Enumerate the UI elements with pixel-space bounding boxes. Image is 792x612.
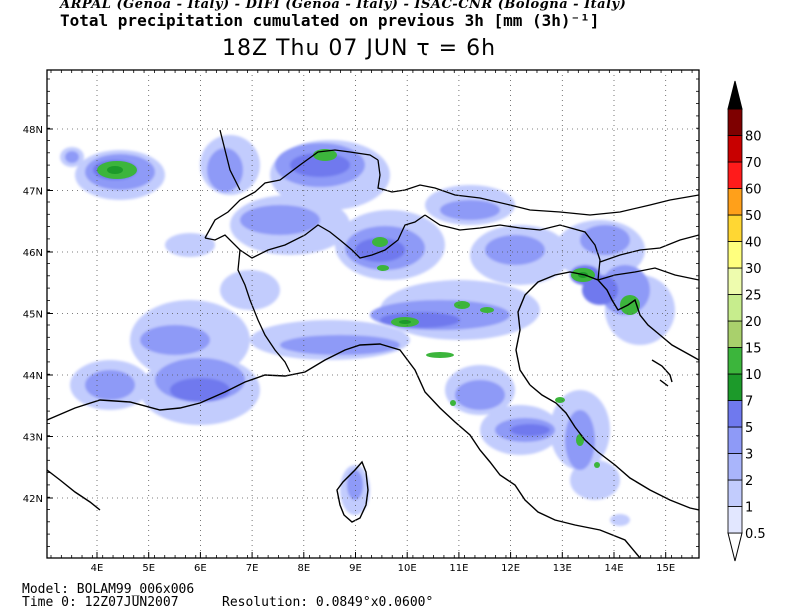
lat-tick-label: 47N <box>23 187 43 198</box>
resolution-label: Resolution: 0.0849°x0.0600° <box>222 595 434 610</box>
colorbar-label: 25 <box>745 289 762 304</box>
colorbar-segment <box>727 267 743 295</box>
colorbar-label: 5 <box>745 421 753 436</box>
lon-tick-label: 8E <box>297 563 310 574</box>
colorbar-segment <box>727 241 743 269</box>
colorbar-label: 70 <box>745 156 762 171</box>
valid-time-title: 18Z Thu 07 JUN τ = 6h <box>222 36 497 61</box>
lon-tick-label: 6E <box>194 563 207 574</box>
colorbar-label: 60 <box>745 183 762 198</box>
lon-tick-label: 12E <box>501 563 520 574</box>
colorbar-label: 15 <box>745 342 762 357</box>
latitude-axis: 48N 47N 46N 45N 44N 43N 42N <box>23 78 699 547</box>
lat-lon-grid <box>47 70 699 558</box>
lon-tick-label: 10E <box>398 563 417 574</box>
colorbar-label: 3 <box>745 448 753 463</box>
lon-tick-label: 4E <box>91 563 104 574</box>
colorbar-label: 30 <box>745 262 762 277</box>
colorbar-segment <box>727 294 743 322</box>
colorbar-label: 2 <box>745 474 753 489</box>
lon-tick-label: 14E <box>604 563 623 574</box>
field-title: Total precipitation cumulated on previou… <box>60 11 600 30</box>
colorbar-label: 40 <box>745 236 762 251</box>
colorbar-segment <box>727 506 743 534</box>
colorbar-segment <box>727 214 743 242</box>
colorbar-segment <box>727 347 743 375</box>
lat-tick-label: 42N <box>23 494 43 505</box>
agencies-header: ARPAL (Genoa - Italy) - DIFI (Genoa - It… <box>60 0 627 12</box>
colorbar-label: 0.5 <box>745 527 766 542</box>
lon-tick-label: 9E <box>349 563 362 574</box>
colorbar-segment <box>727 453 743 481</box>
colorbar-label: 50 <box>745 209 762 224</box>
colorbar-segment <box>727 108 743 136</box>
colorbar-segment <box>727 426 743 454</box>
lat-tick-label: 46N <box>23 248 43 259</box>
lat-tick-label: 44N <box>23 371 43 382</box>
colorbar-under-triangle <box>727 532 743 562</box>
init-time-label: Time 0: 12Z07JUN2007 <box>22 595 179 610</box>
colorbar-label: 1 <box>745 501 753 516</box>
lon-tick-label: 15E <box>656 563 675 574</box>
lon-tick-label: 11E <box>449 563 468 574</box>
colorbar-over-triangle <box>727 80 743 110</box>
longitude-axis: 4E 5E 6E 7E 8E 9E 10E 11E 12E 13E 14E 15E <box>50 70 693 574</box>
colorbar-segment <box>727 135 743 163</box>
colorbar-label: 20 <box>745 315 762 330</box>
precip-core <box>107 166 588 324</box>
lon-tick-label: 5E <box>142 563 155 574</box>
lat-tick-label: 48N <box>23 125 43 136</box>
colorbar-segment <box>727 373 743 401</box>
precip-colorbar: 0.5 1 2 3 5 7 10 15 20 25 30 40 50 60 70 80 <box>727 80 766 562</box>
colorbar-label: 10 <box>745 368 762 383</box>
precipitation-field <box>47 129 699 558</box>
coastlines <box>47 271 699 558</box>
lon-tick-label: 13E <box>553 563 572 574</box>
colorbar-label: 7 <box>745 395 753 410</box>
colorbar-segment <box>727 161 743 189</box>
colorbar-segment <box>727 479 743 507</box>
country-borders <box>204 129 699 373</box>
model-label: Model: BOLAM99_006x006 <box>22 582 195 597</box>
colorbar-segment <box>727 400 743 428</box>
lat-tick-label: 43N <box>23 433 43 444</box>
colorbar-segment <box>727 320 743 348</box>
lat-tick-label: 45N <box>23 310 43 321</box>
lon-tick-label: 7E <box>246 563 259 574</box>
colorbar-label: 80 <box>745 130 762 145</box>
colorbar-segment <box>727 188 743 216</box>
